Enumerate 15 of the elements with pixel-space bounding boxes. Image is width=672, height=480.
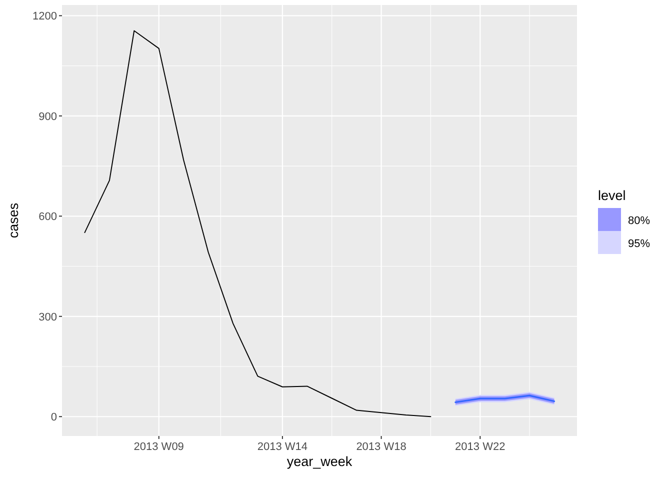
x-tick-label: 2013 W18 — [356, 441, 406, 453]
x-tick-label: 2013 W14 — [257, 441, 308, 453]
y-tick-label: 600 — [38, 211, 57, 224]
line-series — [84, 30, 432, 418]
legend-label: 95% — [628, 238, 650, 250]
x-tick-label: 2013 W09 — [134, 441, 184, 453]
y-tick-label: 300 — [38, 311, 57, 324]
legend-title: level — [598, 188, 626, 203]
y-tick-label: 0 — [50, 412, 57, 424]
x-tick-label: 2013 W22 — [455, 441, 506, 453]
legend-label: 80% — [628, 215, 650, 227]
y-tick-label: 1200 — [32, 10, 57, 23]
y-tick-label: 900 — [38, 110, 57, 123]
x-axis-title: year_week — [286, 454, 352, 469]
y-axis-title: cases — [6, 202, 21, 238]
